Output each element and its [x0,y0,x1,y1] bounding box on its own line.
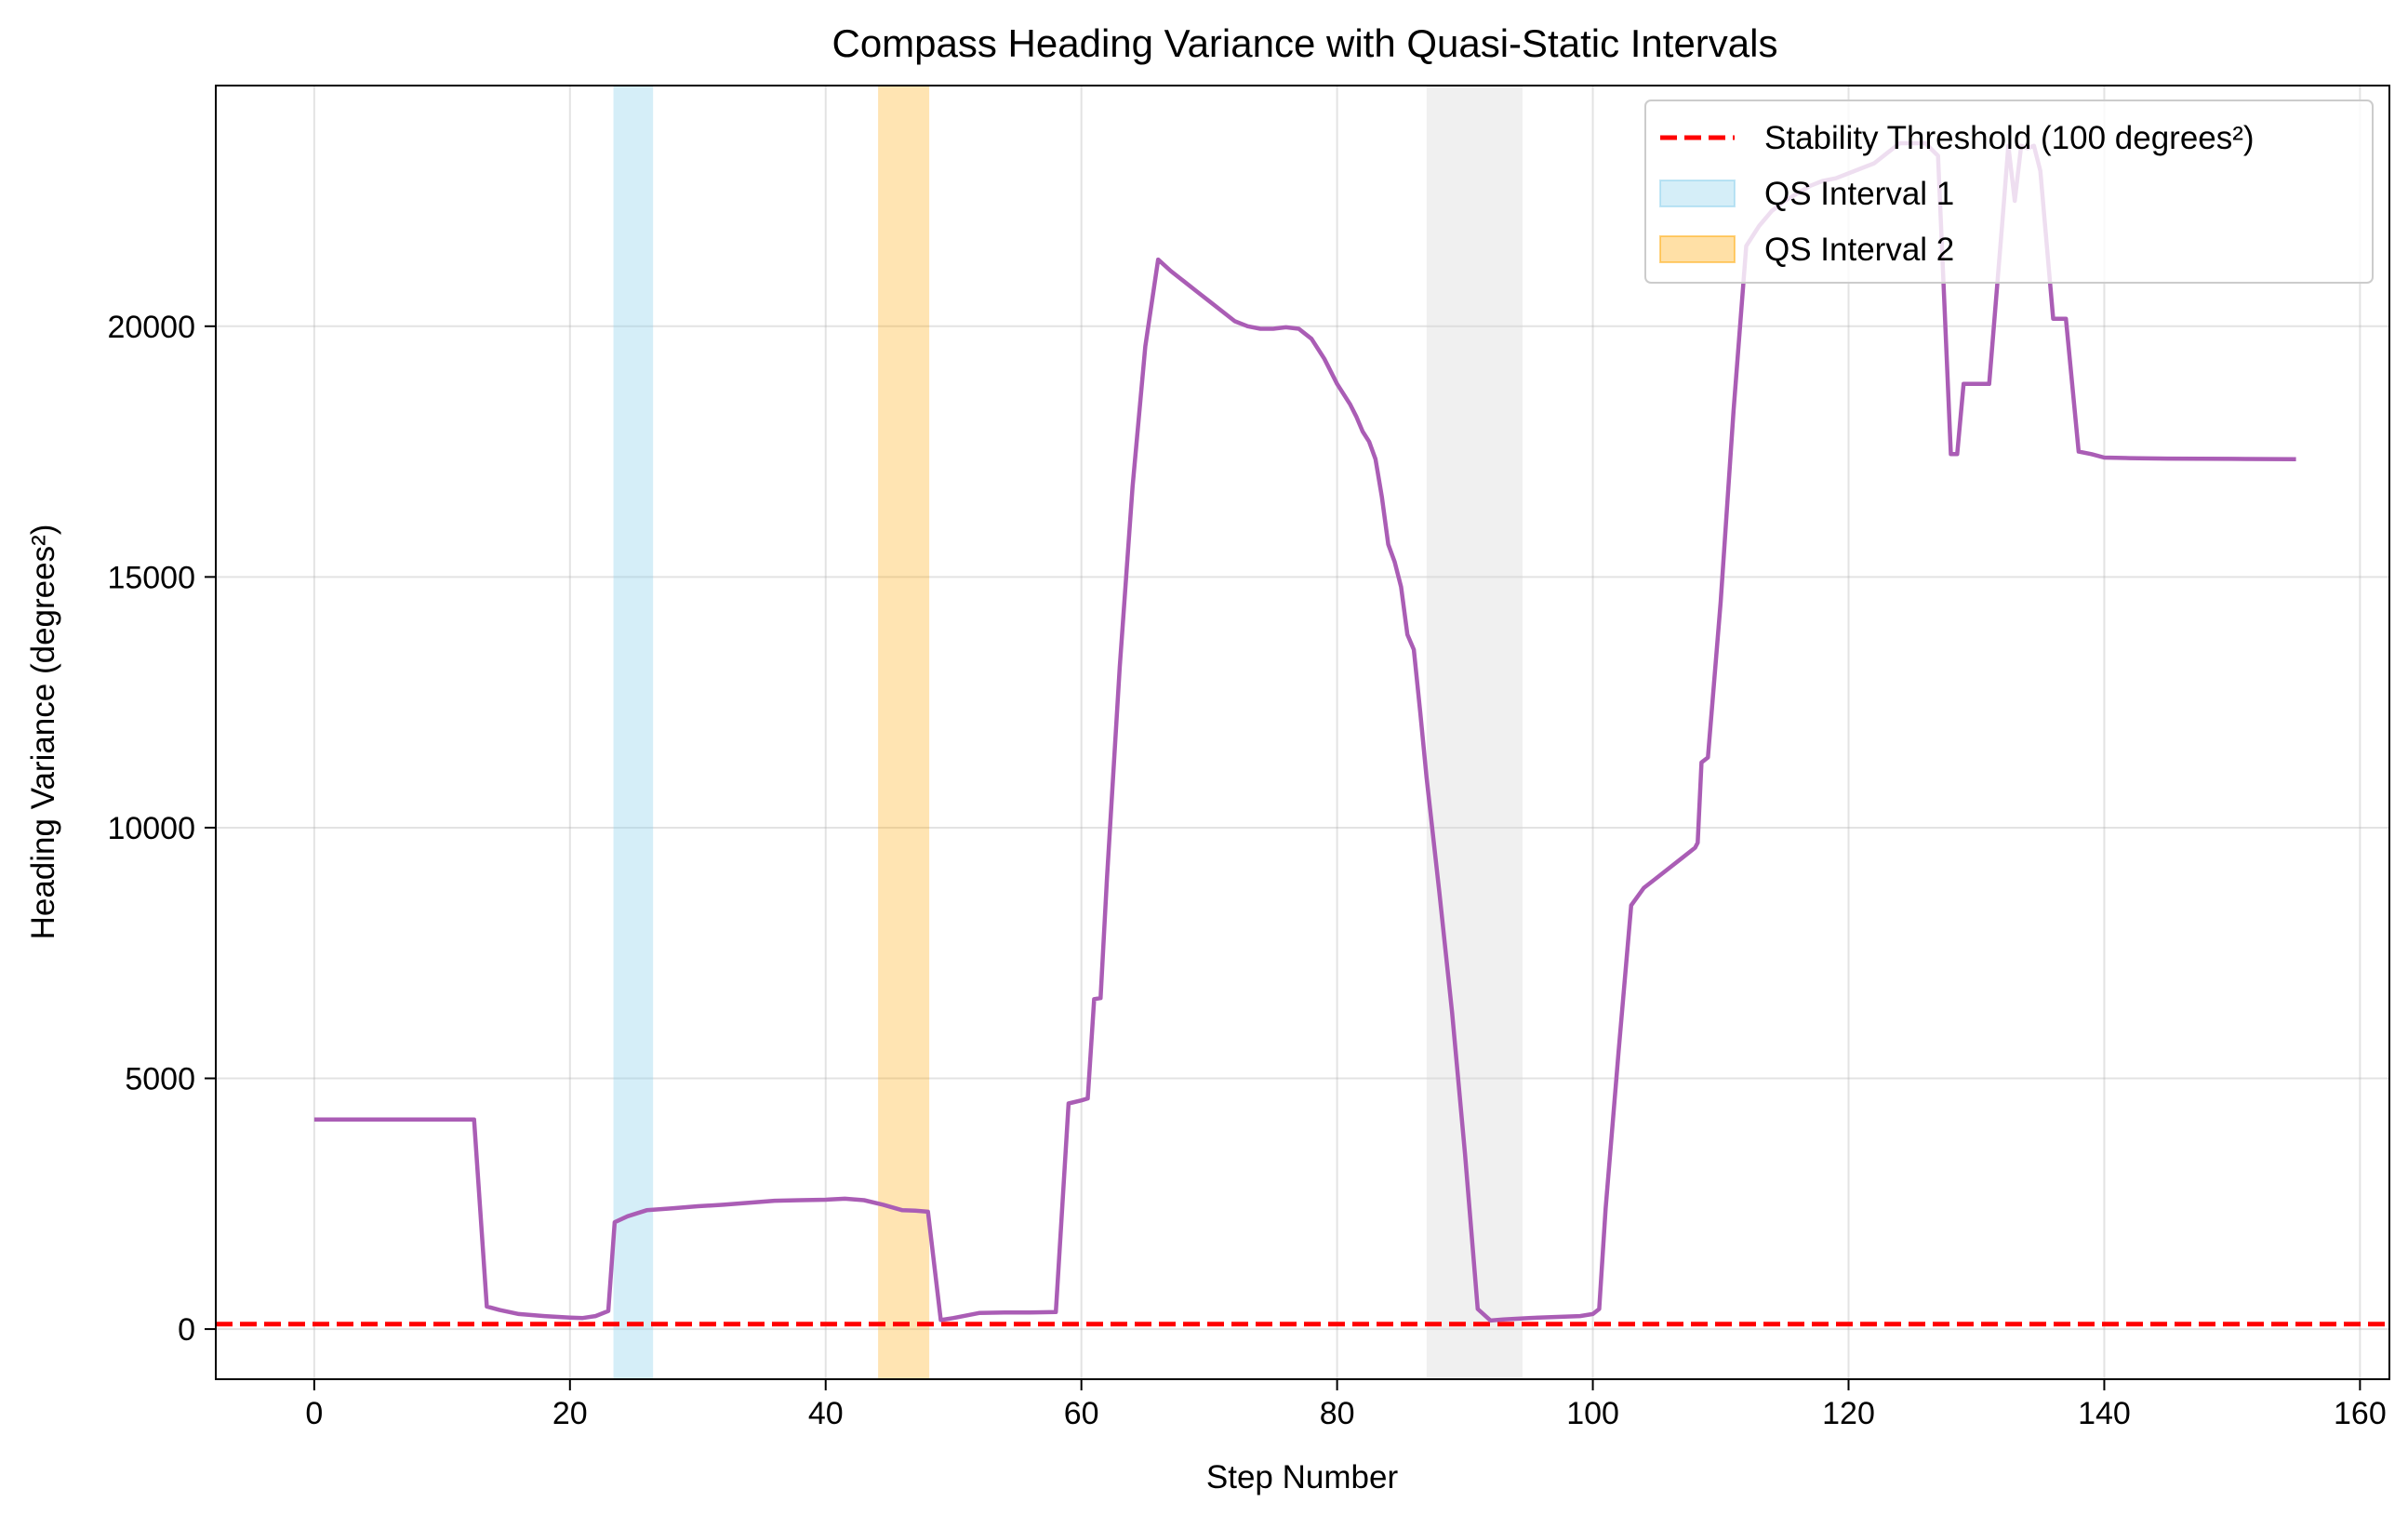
x-tick-label: 60 [1064,1396,1099,1431]
x-tick-label: 120 [1822,1396,1875,1431]
y-tick-label: 10000 [107,811,195,846]
plot-background [216,86,2389,1379]
y-tick-label: 15000 [107,560,195,595]
chart-title: Compass Heading Variance with Quasi-Stat… [831,21,1777,65]
legend-label: QS Interval 2 [1764,232,1954,268]
grid-lines [216,86,2389,1379]
x-tick-label: 80 [1320,1396,1355,1431]
x-axis-label: Step Number [1206,1459,1399,1495]
x-tick-label: 140 [2078,1396,2131,1431]
x-axis-ticks: 0 20 40 60 80 100 120 140 160 [305,1379,2387,1431]
legend-box [1644,100,2374,284]
y-tick-label: 5000 [125,1062,195,1097]
y-axis-label: Heading Variance (degrees²) [25,525,61,940]
legend: Stability Threshold (100 degrees²) QS Int… [1644,100,2374,284]
shaded-span [1426,86,1523,1379]
shaded-spans [613,86,1523,1379]
shaded-span [878,86,930,1379]
x-tick-label: 160 [2334,1396,2387,1431]
shaded-span [613,86,654,1379]
x-tick-label: 100 [1566,1396,1619,1431]
x-tick-label: 40 [808,1396,844,1431]
plot-area [216,86,2389,1379]
legend-patch-swatch [1659,179,1736,207]
y-axis-ticks: 0 5000 10000 15000 20000 [107,310,216,1348]
x-tick-label: 20 [552,1396,588,1431]
legend-patch-swatch [1659,235,1736,263]
legend-label: Stability Threshold (100 degrees²) [1764,120,2255,156]
legend-label: QS Interval 1 [1764,176,1954,212]
x-tick-label: 0 [305,1396,323,1431]
y-tick-label: 0 [178,1312,195,1348]
y-tick-label: 20000 [107,310,195,345]
plot-frame [215,85,2390,1380]
